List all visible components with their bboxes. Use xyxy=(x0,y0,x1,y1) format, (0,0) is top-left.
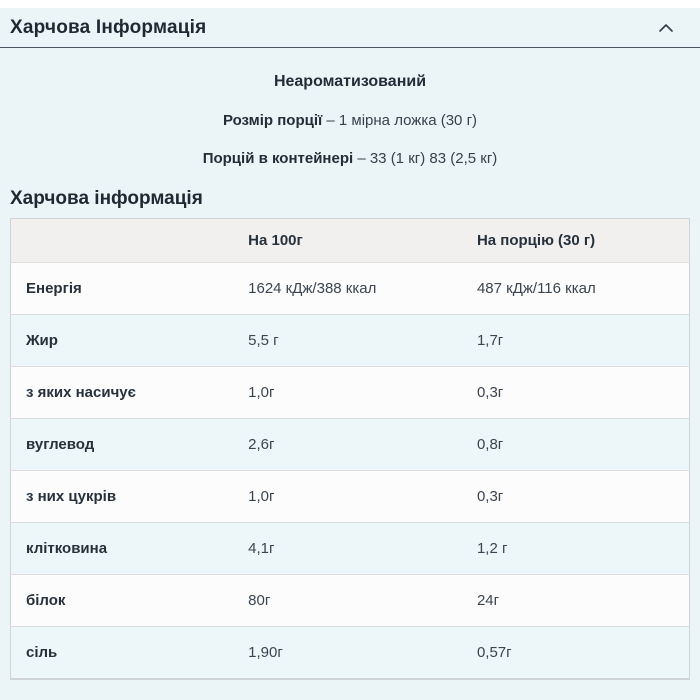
empty-header-cell xyxy=(10,218,249,263)
per-100g-cell: 80г xyxy=(248,574,477,627)
per-100g-cell: 5,5 г xyxy=(248,314,477,367)
table-row: сіль 1,90г 0,57г xyxy=(10,626,690,679)
table-row: білок 80г 24г xyxy=(10,574,690,627)
table-row: клітковина 4,1г 1,2 г xyxy=(10,522,690,575)
per-serving-cell: 0,3г xyxy=(476,470,690,523)
flavour-name: Неароматизований xyxy=(273,73,427,90)
servings-per-container-label: Порцій в контейнері xyxy=(202,150,354,167)
chevron-up-icon[interactable] xyxy=(658,23,674,33)
table-row: з них цукрів 1,0г 0,3г xyxy=(10,470,690,523)
table-header-row: На 100г На порцію (30 г) xyxy=(10,218,690,263)
nutrient-label-cell: білок xyxy=(10,574,249,627)
servings-per-container-value: – 33 (1 кг) 83 (2,5 кг) xyxy=(357,150,498,167)
per-100g-cell: 4,1г xyxy=(248,522,477,575)
per-serving-cell: 0,3г xyxy=(476,366,690,419)
table-row: Енергія 1624 кДж/388 ккал 487 кДж/116 кк… xyxy=(10,262,690,315)
nutrition-panel: Харчова Інформація Неароматизований Розм… xyxy=(0,8,700,700)
per-serving-header: На порцію (30 г) xyxy=(476,218,690,263)
nutrient-label-cell: клітковина xyxy=(10,522,249,575)
per-serving-cell: 1,7г xyxy=(476,314,690,367)
per-serving-cell: 0,57г xyxy=(476,626,690,679)
per-100g-cell: 1624 кДж/388 ккал xyxy=(248,262,477,315)
nutrition-table: На 100г На порцію (30 г) Енергія 1624 кД… xyxy=(10,218,690,680)
per-serving-cell: 24г xyxy=(476,574,690,627)
per-serving-cell: 1,2 г xyxy=(476,522,690,575)
serving-size-value: – 1 мірна ложка (30 г) xyxy=(326,112,478,129)
serving-size-label: Розмір порції xyxy=(222,112,323,129)
table-row: Жир 5,5 г 1,7г xyxy=(10,314,690,367)
per-serving-cell: 487 кДж/116 ккал xyxy=(476,262,690,315)
nutrient-label-cell: з яких насичує xyxy=(10,366,249,419)
per-serving-cell: 0,8г xyxy=(476,418,690,471)
nutrient-label-cell: вуглевод xyxy=(10,418,249,471)
per-100g-cell: 1,0г xyxy=(248,366,477,419)
per-100g-cell: 2,6г xyxy=(248,418,477,471)
serving-info: Неароматизований Розмір порції – 1 мірна… xyxy=(0,48,700,167)
per-100g-cell: 1,90г xyxy=(248,626,477,679)
table-row: з яких насичує 1,0г 0,3г xyxy=(10,366,690,419)
per-100g-cell: 1,0г xyxy=(248,470,477,523)
table-row: вуглевод 2,6г 0,8г xyxy=(10,418,690,471)
serving-size-line: Розмір порції – 1 мірна ложка (30 г) xyxy=(0,112,700,129)
servings-per-container-line: Порцій в контейнері – 33 (1 кг) 83 (2,5 … xyxy=(0,150,700,167)
nutrition-table-wrap: На 100г На порцію (30 г) Енергія 1624 кД… xyxy=(0,218,700,680)
nutrient-label-cell: сіль xyxy=(10,626,249,679)
top-strip xyxy=(0,0,700,8)
accordion-header[interactable]: Харчова Інформація xyxy=(0,8,700,48)
nutrient-label-cell: з них цукрів xyxy=(10,470,249,523)
accordion-title: Харчова Інформація xyxy=(10,16,207,38)
nutrient-label-cell: Енергія xyxy=(10,262,249,315)
nutrition-table-title: Харчова інформація xyxy=(10,188,203,209)
nutrient-label-cell: Жир xyxy=(10,314,249,367)
per-100g-header: На 100г xyxy=(248,218,477,263)
